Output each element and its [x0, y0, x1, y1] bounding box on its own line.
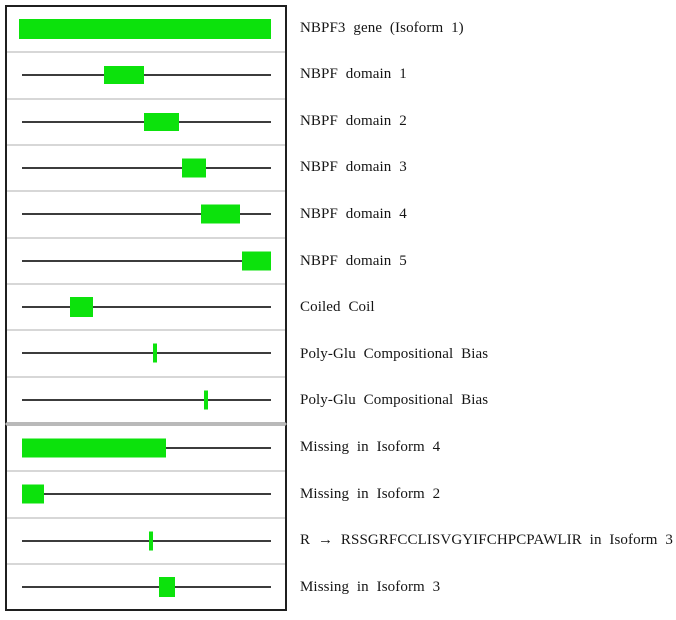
feature-label-row: NBPF domain 3 — [300, 145, 676, 192]
feature-label-row: Missing in Isoform 2 — [300, 471, 676, 518]
feature-label: Coiled Coil — [300, 299, 375, 316]
feature-label: R → RSSGRFCCLISVGYIFCHPCPAWLIR in Isofor… — [300, 532, 674, 549]
track-line — [22, 493, 271, 496]
label-column-gene-domains: NBPF3 gene (Isoform 1) NBPF domain 1 NBP… — [300, 5, 676, 424]
feature-label: Poly-Glu Compositional Bias — [300, 345, 489, 362]
track-row-nbpf-domain-2 — [7, 97, 285, 144]
track-line — [22, 74, 271, 77]
track-row-nbpf-domain-4 — [7, 190, 285, 236]
feature-label-row: Missing in Isoform 3 — [300, 564, 676, 611]
feature-label: Missing in Isoform 3 — [300, 579, 441, 596]
feature-label-row: Missing in Isoform 4 — [300, 424, 676, 471]
track-line — [22, 398, 271, 401]
feature-label-row: Poly-Glu Compositional Bias — [300, 378, 676, 425]
feature-label: NBPF domain 5 — [300, 252, 407, 269]
missing-region-marker — [22, 438, 166, 458]
domain-marker — [182, 158, 206, 178]
feature-label: Missing in Isoform 2 — [300, 485, 441, 502]
coiled-coil-marker — [70, 297, 93, 318]
track-row-missing-isoform-3 — [7, 562, 285, 609]
feature-label-row: NBPF domain 1 — [300, 52, 676, 99]
track-row-nbpf-domain-1 — [7, 51, 285, 97]
feature-label: Missing in Isoform 4 — [300, 438, 441, 455]
track-row-poly-glu-1 — [7, 329, 285, 375]
track-line — [22, 259, 271, 262]
domain-marker — [104, 66, 144, 85]
track-row-nbpf-domain-5 — [7, 236, 285, 283]
feature-label-row: R → RSSGRFCCLISVGYIFCHPCPAWLIR in Isofor… — [300, 518, 676, 565]
track-line — [22, 213, 271, 216]
feature-label-row: NBPF domain 4 — [300, 191, 676, 238]
track-row-nbpf-domain-3 — [7, 143, 285, 190]
track-panel-gene-domains — [5, 5, 287, 424]
feature-label: NBPF3 gene (Isoform 1) — [300, 19, 464, 36]
track-line — [22, 585, 271, 588]
feature-label-row: Poly-Glu Compositional Bias — [300, 331, 676, 378]
track-row-substitution-isoform-3 — [7, 516, 285, 563]
feature-label-row: NBPF3 gene (Isoform 1) — [300, 5, 676, 52]
feature-label: NBPF domain 2 — [300, 112, 407, 129]
poly-glu-tick-marker — [204, 390, 208, 410]
feature-label: NBPF domain 1 — [300, 66, 407, 83]
label-column-isoform-differences: Missing in Isoform 4 Missing in Isoform … — [300, 424, 676, 611]
feature-label: Poly-Glu Compositional Bias — [300, 392, 489, 409]
domain-marker — [144, 112, 179, 131]
gene-bar-marker — [19, 19, 271, 40]
track-row-poly-glu-2 — [7, 375, 285, 422]
missing-region-marker — [22, 484, 44, 504]
feature-label-row: Coiled Coil — [300, 284, 676, 331]
domain-marker — [242, 251, 271, 271]
feature-label: NBPF domain 4 — [300, 206, 407, 223]
feature-label-row: NBPF domain 2 — [300, 98, 676, 145]
track-line — [22, 352, 271, 355]
substitution-tick-marker — [149, 531, 153, 551]
track-row-missing-isoform-4 — [7, 426, 285, 470]
track-line — [22, 539, 271, 542]
missing-region-marker — [159, 576, 175, 597]
track-row-gene — [7, 7, 285, 51]
feature-label-row: NBPF domain 5 — [300, 238, 676, 285]
track-line — [22, 306, 271, 309]
track-row-missing-isoform-2 — [7, 470, 285, 516]
track-line — [22, 167, 271, 170]
feature-label: NBPF domain 3 — [300, 159, 407, 176]
domain-marker — [201, 204, 240, 224]
track-row-coiled-coil — [7, 282, 285, 329]
track-panel-isoform-differences — [5, 424, 287, 611]
poly-glu-tick-marker — [153, 343, 157, 363]
